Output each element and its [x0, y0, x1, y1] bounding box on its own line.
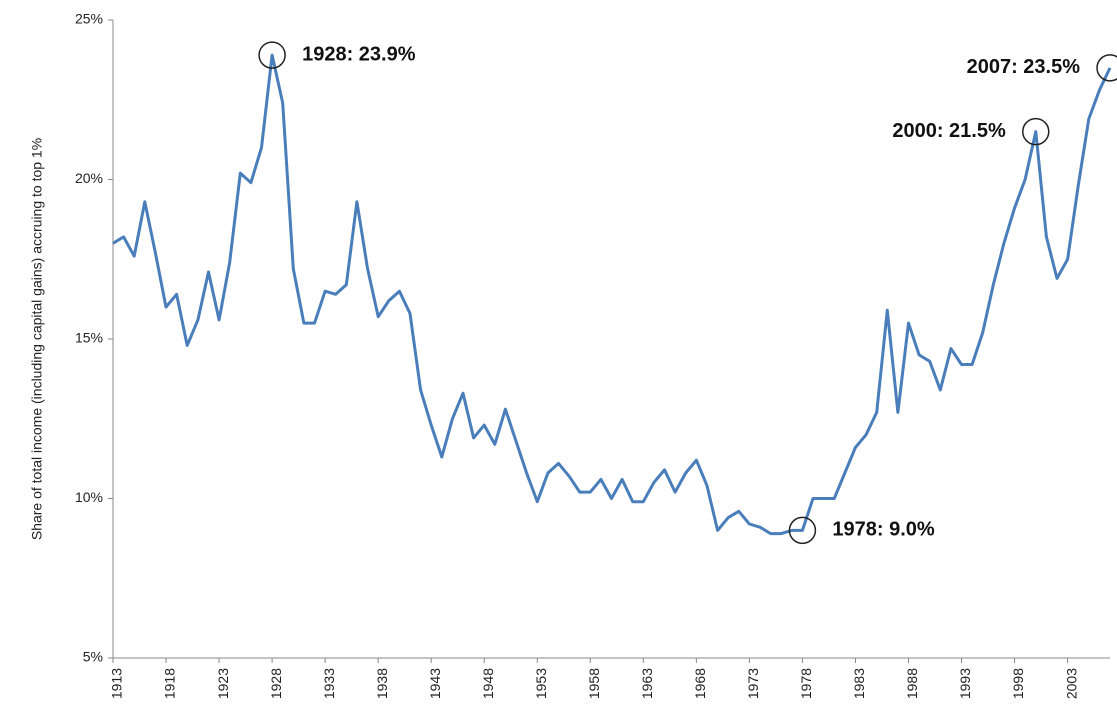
annotation-circle [1022, 117, 1050, 146]
x-tick-label: 1938 [374, 668, 390, 699]
x-tick-label: 1983 [851, 668, 867, 699]
x-tick-label: 1958 [586, 668, 602, 699]
x-tick-label: 2003 [1063, 668, 1079, 699]
x-tick-label: 1973 [745, 668, 761, 699]
annotation-circle [788, 516, 817, 545]
y-tick-label: 20% [75, 170, 103, 186]
annotation-label: 1928: 23.9% [302, 43, 416, 65]
annotation-label: 2000: 21.5% [892, 120, 1006, 142]
x-tick-label: 1968 [692, 668, 708, 699]
y-tick-label: 5% [83, 649, 103, 665]
data-line [112, 53, 1112, 536]
y-tick-label: 25% [75, 11, 103, 27]
x-tick-label: 1913 [109, 668, 125, 699]
annotation-circle [1096, 54, 1117, 82]
x-tick-label: 1923 [215, 668, 231, 699]
annotation-label: 2007: 23.5% [967, 56, 1081, 78]
annotation-label: 1978: 9.0% [832, 519, 935, 541]
x-tick-label: 1933 [321, 668, 337, 699]
x-tick-label: 1998 [1010, 668, 1026, 699]
y-axis-label: Share of total income (including capital… [29, 138, 45, 540]
x-tick-label: 1963 [639, 668, 655, 699]
x-tick-label: 1993 [957, 668, 973, 699]
x-tick-label: 1978 [798, 668, 814, 699]
y-tick-label: 10% [75, 489, 103, 505]
x-tick-label: 1988 [904, 668, 920, 699]
x-tick-label: 1928 [268, 668, 284, 699]
annotation-circle [258, 41, 286, 69]
x-tick-label: 1948 [480, 668, 496, 699]
x-tick-label: 1953 [533, 668, 549, 699]
x-tick-label: 1943 [427, 668, 443, 699]
x-tick-label: 1918 [162, 668, 178, 699]
y-tick-label: 15% [75, 330, 103, 346]
